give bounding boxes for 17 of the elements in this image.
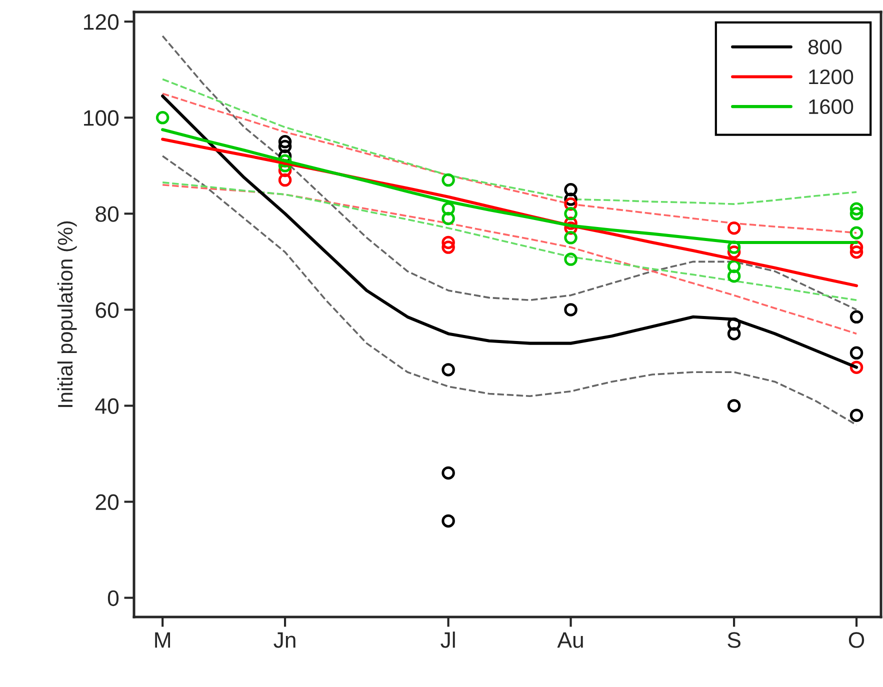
- y-tick-label: 40: [95, 398, 119, 414]
- y-tick-label: 100: [84, 110, 119, 126]
- x-tick-label: Au: [557, 632, 583, 648]
- y-axis-title: Initial population (%): [57, 221, 77, 407]
- x-tick-label: Jn: [274, 632, 296, 648]
- y-tick-label: 0: [108, 590, 119, 606]
- x-tick-label: Jl: [440, 632, 455, 648]
- x-tick-label: M: [155, 632, 170, 648]
- x-tick-label: O: [848, 632, 864, 648]
- y-tick-label: 60: [96, 302, 119, 318]
- y-tick-label: 20: [96, 494, 119, 510]
- legend-label: 1200: [809, 69, 854, 84]
- legend-label: 800: [808, 40, 842, 54]
- y-tick-label: 80: [96, 206, 119, 222]
- y-tick-label: 120: [84, 14, 119, 30]
- legend-label: 1600: [809, 99, 854, 114]
- x-tick-label: S: [728, 632, 740, 648]
